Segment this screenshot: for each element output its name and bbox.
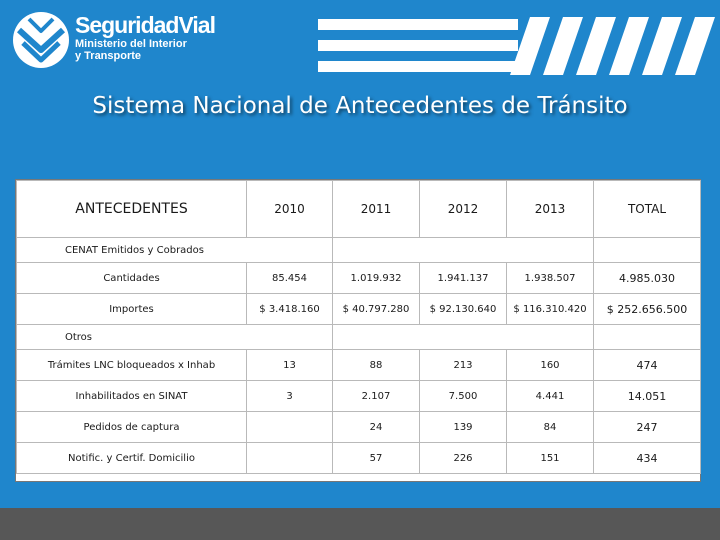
section-empty-cell xyxy=(593,237,701,263)
cell-2012: 213 xyxy=(419,349,507,381)
section-label: CENAT Emitidos y Cobrados xyxy=(16,237,333,263)
cell-2011: 24 xyxy=(332,411,420,443)
cell-2010 xyxy=(246,442,333,474)
cell-2012: 139 xyxy=(419,411,507,443)
header-year-2012: 2012 xyxy=(419,180,507,238)
table-row: Inhabilitados en SINAT 3 2.107 7.500 4.4… xyxy=(16,380,701,412)
cell-2011: 2.107 xyxy=(332,380,420,412)
cell-2011: 1.019.932 xyxy=(332,262,420,294)
bottom-bar xyxy=(0,508,720,540)
cell-2013: 1.938.507 xyxy=(506,262,594,294)
brand-name: SeguridadVial xyxy=(75,12,216,38)
cell-total: 247 xyxy=(593,411,701,443)
seguridad-vial-logo: SeguridadVial Ministerio del Interior y … xyxy=(12,10,216,78)
cell-2012: $ 92.130.640 xyxy=(419,293,507,325)
cell-total: 434 xyxy=(593,442,701,474)
cell-2010: 3 xyxy=(246,380,333,412)
cell-total: 474 xyxy=(593,349,701,381)
header-year-2010: 2010 xyxy=(246,180,333,238)
header-year-2011: 2011 xyxy=(332,180,420,238)
section-row: CENAT Emitidos y Cobrados xyxy=(16,237,701,263)
cell-2013: 160 xyxy=(506,349,594,381)
header-year-2013: 2013 xyxy=(506,180,594,238)
cell-total: 14.051 xyxy=(593,380,701,412)
cell-2010: $ 3.418.160 xyxy=(246,293,333,325)
page-title: Sistema Nacional de Antecedentes de Trán… xyxy=(92,93,628,119)
section-empty-cell xyxy=(332,237,594,263)
diagonal-stripes-decoration-icon xyxy=(318,17,715,75)
row-label: Cantidades xyxy=(16,262,247,294)
header-label: ANTECEDENTES xyxy=(16,180,247,238)
brand-block: SeguridadVial Ministerio del Interior y … xyxy=(75,12,216,62)
header-total: TOTAL xyxy=(593,180,701,238)
table-header-row: ANTECEDENTES 2010 2011 2012 2013 TOTAL xyxy=(16,180,701,238)
row-label: Inhabilitados en SINAT xyxy=(16,380,247,412)
table-row: Importes $ 3.418.160 $ 40.797.280 $ 92.1… xyxy=(16,293,701,325)
row-label: Notific. y Certif. Domicilio xyxy=(16,442,247,474)
row-label: Trámites LNC bloqueados x Inhab xyxy=(16,349,247,381)
cell-2010 xyxy=(246,411,333,443)
seguridad-vial-logo-icon xyxy=(13,12,69,68)
table-row: Trámites LNC bloqueados x Inhab 13 88 21… xyxy=(16,349,701,381)
cell-2011: 57 xyxy=(332,442,420,474)
section-label: Otros xyxy=(16,324,333,350)
section-row: Otros xyxy=(16,324,701,350)
table-row: Notific. y Certif. Domicilio 57 226 151 … xyxy=(16,442,701,474)
table-row: Pedidos de captura 24 139 84 247 xyxy=(16,411,701,443)
cell-2013: 4.441 xyxy=(506,380,594,412)
table-row: Cantidades 85.454 1.019.932 1.941.137 1.… xyxy=(16,262,701,294)
cell-2013: 84 xyxy=(506,411,594,443)
antecedentes-table: ANTECEDENTES 2010 2011 2012 2013 TOTAL C… xyxy=(16,180,701,474)
brand-subtitle: Ministerio del Interior y Transporte xyxy=(75,38,187,62)
cell-2012: 7.500 xyxy=(419,380,507,412)
cell-2010: 85.454 xyxy=(246,262,333,294)
cell-2012: 226 xyxy=(419,442,507,474)
cell-2013: $ 116.310.420 xyxy=(506,293,594,325)
section-empty-cell xyxy=(593,324,701,350)
cell-2010: 13 xyxy=(246,349,333,381)
cell-2011: $ 40.797.280 xyxy=(332,293,420,325)
row-label: Pedidos de captura xyxy=(16,411,247,443)
cell-total: $ 252.656.500 xyxy=(593,293,701,325)
cell-2012: 1.941.137 xyxy=(419,262,507,294)
cell-total: 4.985.030 xyxy=(593,262,701,294)
antecedentes-table-sheet: ANTECEDENTES 2010 2011 2012 2013 TOTAL C… xyxy=(16,180,701,481)
section-empty-cell xyxy=(332,324,594,350)
row-label: Importes xyxy=(16,293,247,325)
cell-2013: 151 xyxy=(506,442,594,474)
cell-2011: 88 xyxy=(332,349,420,381)
